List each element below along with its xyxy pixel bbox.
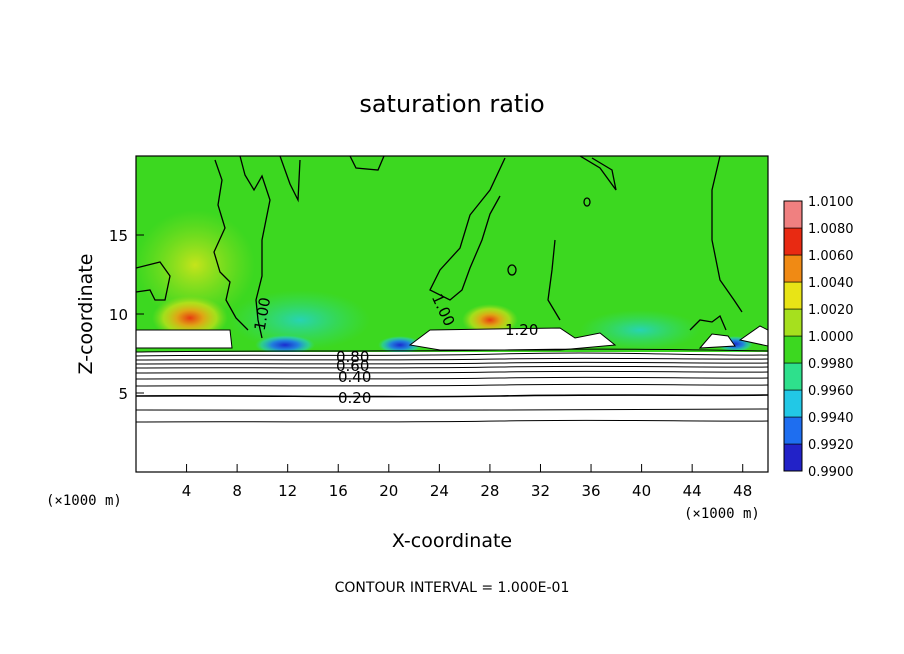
contour-label-0.80: 0.80 (336, 348, 369, 366)
y-axis-label: Z-coordinate (75, 254, 97, 375)
x-tick-label: 32 (531, 482, 550, 500)
colorbar-label: 0.9900 (808, 465, 854, 480)
colorbar-swatch (783, 254, 803, 283)
contour-label-1.00: 1.00 (251, 296, 275, 332)
y-tick-label: 10 (109, 306, 128, 324)
colorbar-label: 1.0100 (808, 195, 854, 210)
out-of-range-band (136, 352, 768, 472)
colorbar-frame (783, 200, 803, 472)
colorbar-swatch (783, 389, 803, 418)
colorbar-label: 0.9960 (808, 384, 854, 399)
x-tick-label: 40 (632, 482, 651, 500)
x-tick-label: 48 (733, 482, 752, 500)
colorbar-label: 1.0020 (808, 303, 854, 318)
colorbar-swatch (783, 200, 803, 229)
subsaturated-region (580, 310, 700, 350)
colorbar-label: 1.0040 (808, 276, 854, 291)
x-axis-ticks: 4 8 12 16 20 24 28 32 36 40 44 48 (182, 464, 752, 500)
subsaturated-region (230, 290, 370, 350)
x-tick-label: 36 (581, 482, 600, 500)
supersaturated-region (152, 296, 228, 340)
x-axis-unit-right: (×1000 m) (684, 506, 760, 522)
cloud-patch (136, 329, 233, 349)
x-tick-label: 12 (278, 482, 297, 500)
y-tick-label: 15 (109, 227, 128, 245)
colorbar-label: 0.9980 (808, 357, 854, 372)
y-tick-label: 5 (118, 385, 128, 403)
colorbar-swatch (783, 281, 803, 310)
x-tick-label: 24 (430, 482, 449, 500)
moist-region (136, 210, 255, 320)
colorbar-label: 1.0060 (808, 249, 854, 264)
colorbar-label: 0.9940 (808, 411, 854, 426)
contour-label-0.20: 0.20 (338, 389, 371, 407)
x-tick-label: 16 (329, 482, 348, 500)
colorbar-label: 1.0000 (808, 330, 854, 345)
colorbar-swatch (783, 335, 803, 364)
colorbar-swatch (783, 443, 803, 472)
supersaturated-region (462, 304, 518, 336)
x-tick-label: 28 (480, 482, 499, 500)
contour-label-1.20: 1.20 (505, 321, 538, 339)
colorbar-label: 0.9920 (808, 438, 854, 453)
cloud-patch (738, 325, 768, 347)
contour-label-0.60: 0.60 (336, 357, 369, 375)
subsaturated-core (378, 336, 422, 354)
x-tick-label: 4 (182, 482, 192, 500)
colorbar: 0.9900 0.9920 0.9940 0.9960 0.9980 1.0000 1.00… (783, 195, 854, 480)
chart-title: saturation ratio (359, 90, 544, 118)
cloud-patch (698, 333, 736, 349)
x-tick-label: 44 (683, 482, 702, 500)
x-tick-label: 8 (232, 482, 242, 500)
colorbar-label: 1.0080 (808, 222, 854, 237)
x-tick-label: 20 (379, 482, 398, 500)
colorbar-swatch (783, 308, 803, 337)
contour-1.00 (136, 156, 743, 339)
heatmap-field (136, 156, 768, 472)
colorbar-swatch (783, 416, 803, 445)
contour-interval-note: CONTOUR INTERVAL = 1.000E-01 (335, 580, 570, 596)
x-axis-unit-left: (×1000 m) (46, 493, 122, 509)
colorbar-swatch (783, 362, 803, 391)
y-axis-ticks: 5 10 15 (109, 227, 144, 403)
contour-lower (136, 348, 768, 423)
contour-label-0.40: 0.40 (338, 368, 371, 386)
colorbar-swatch (783, 227, 803, 256)
x-axis-label: X-coordinate (392, 530, 512, 552)
subsaturated-core (255, 335, 315, 355)
